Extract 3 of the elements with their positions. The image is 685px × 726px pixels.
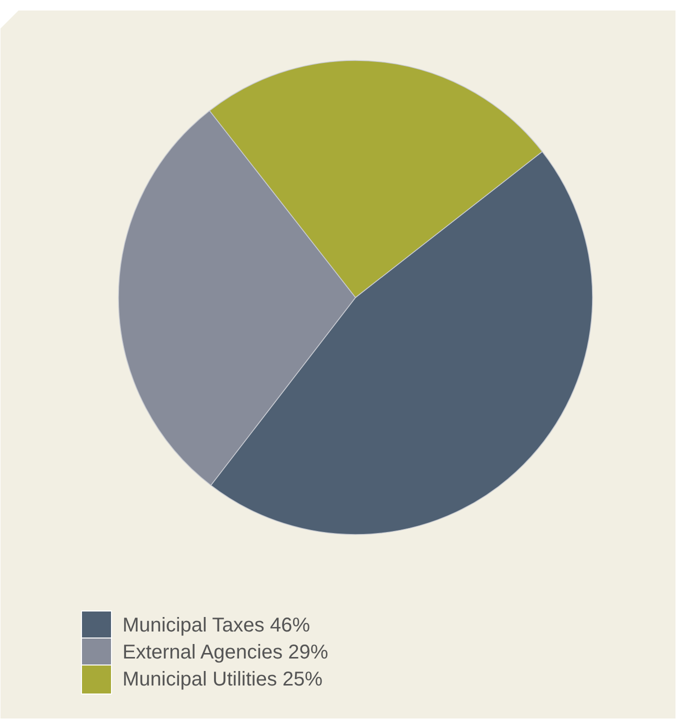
legend-label: External Agencies 29% <box>122 642 328 664</box>
legend-label: Municipal Utilities 25% <box>122 668 323 690</box>
legend-label: Municipal Taxes 46% <box>122 614 310 636</box>
